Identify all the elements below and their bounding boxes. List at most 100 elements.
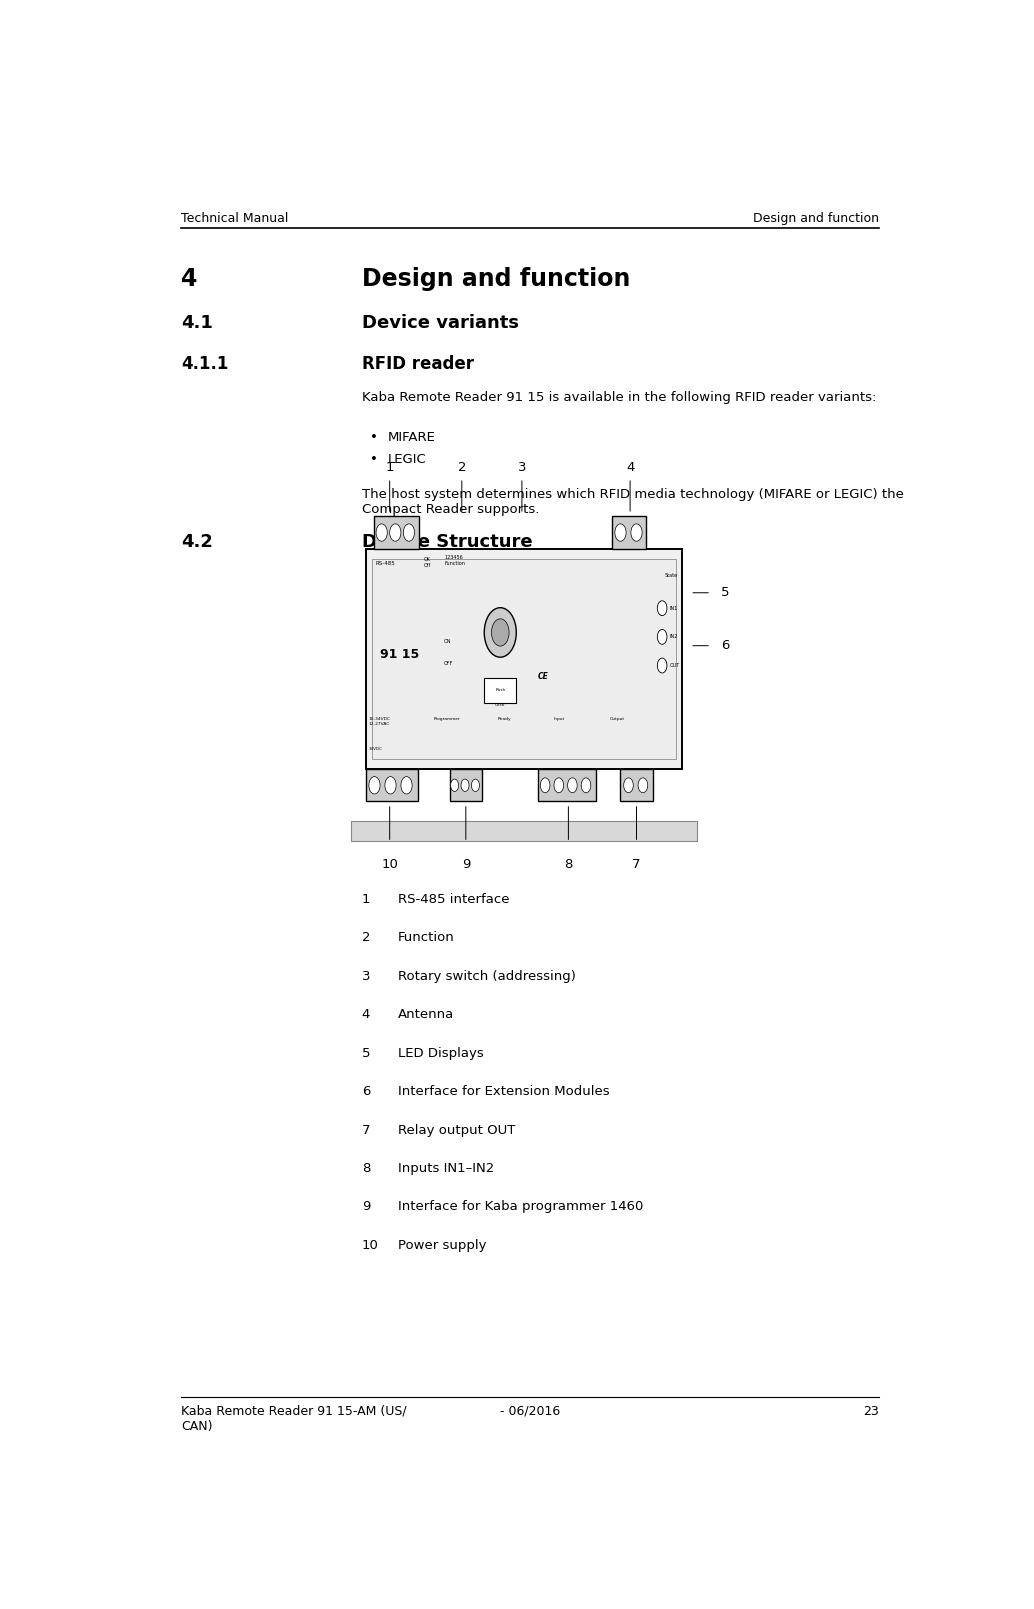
Text: 4.1: 4.1 bbox=[181, 314, 213, 333]
Text: 4: 4 bbox=[626, 462, 634, 475]
Circle shape bbox=[624, 777, 633, 793]
Bar bbox=[450, 769, 482, 801]
Text: 1: 1 bbox=[362, 893, 370, 906]
Text: Design and function: Design and function bbox=[362, 267, 630, 291]
Text: Antenna: Antenna bbox=[398, 1009, 454, 1022]
Bar bbox=[373, 516, 420, 549]
Text: 9: 9 bbox=[461, 858, 470, 872]
Text: Interface for Kaba programmer 1460: Interface for Kaba programmer 1460 bbox=[398, 1200, 643, 1213]
Text: Device variants: Device variants bbox=[362, 314, 519, 333]
Text: Inputs IN1–IN2: Inputs IN1–IN2 bbox=[398, 1162, 494, 1175]
Circle shape bbox=[638, 777, 647, 793]
Text: 4: 4 bbox=[362, 1009, 370, 1022]
Text: 2: 2 bbox=[362, 932, 370, 944]
Text: 4.2: 4.2 bbox=[181, 533, 213, 550]
Text: 6: 6 bbox=[362, 1084, 370, 1097]
Text: 91 15: 91 15 bbox=[381, 648, 420, 661]
Text: LEGIC: LEGIC bbox=[388, 454, 426, 467]
Circle shape bbox=[491, 619, 509, 647]
Circle shape bbox=[385, 777, 396, 793]
Text: Function: Function bbox=[398, 932, 455, 944]
Circle shape bbox=[390, 525, 401, 541]
Text: OK
Off: OK Off bbox=[423, 557, 430, 568]
Text: 8: 8 bbox=[565, 858, 573, 872]
Text: 123456
Function: 123456 Function bbox=[445, 555, 465, 566]
Text: Click: Click bbox=[495, 703, 506, 706]
Bar bbox=[612, 516, 646, 549]
Circle shape bbox=[376, 525, 388, 541]
Text: 5: 5 bbox=[721, 586, 729, 599]
Circle shape bbox=[631, 525, 642, 541]
Text: 7: 7 bbox=[362, 1123, 370, 1136]
Text: 4.1.1: 4.1.1 bbox=[181, 356, 229, 373]
Text: OUT: OUT bbox=[669, 663, 679, 668]
Bar bbox=[620, 769, 652, 801]
Text: •: • bbox=[370, 431, 377, 444]
Text: MIFARE: MIFARE bbox=[388, 431, 435, 444]
Circle shape bbox=[581, 777, 590, 793]
Text: Input: Input bbox=[554, 718, 566, 721]
Text: 23: 23 bbox=[862, 1405, 879, 1418]
Text: 1: 1 bbox=[386, 462, 394, 475]
Circle shape bbox=[461, 779, 469, 792]
Text: 3: 3 bbox=[518, 462, 526, 475]
Circle shape bbox=[541, 777, 550, 793]
Text: Rotary switch (addressing): Rotary switch (addressing) bbox=[398, 970, 576, 983]
Bar bbox=[352, 821, 697, 842]
Text: LED Displays: LED Displays bbox=[398, 1047, 484, 1060]
Circle shape bbox=[568, 777, 577, 793]
Text: Technical Manual: Technical Manual bbox=[181, 212, 288, 225]
Text: RFID reader: RFID reader bbox=[362, 356, 474, 373]
Text: Relay output OUT: Relay output OUT bbox=[398, 1123, 515, 1136]
Text: 5: 5 bbox=[362, 1047, 370, 1060]
Circle shape bbox=[472, 779, 480, 792]
Text: 6: 6 bbox=[721, 639, 729, 652]
Text: 8: 8 bbox=[362, 1162, 370, 1175]
Text: CE: CE bbox=[538, 673, 549, 681]
Text: Output: Output bbox=[610, 718, 626, 721]
Text: Kaba Remote Reader 91 15-AM (US/
CAN): Kaba Remote Reader 91 15-AM (US/ CAN) bbox=[181, 1405, 407, 1432]
Text: Kaba Remote Reader 91 15 is available in the following RFID reader variants:: Kaba Remote Reader 91 15 is available in… bbox=[362, 391, 876, 404]
Text: - 06/2016: - 06/2016 bbox=[499, 1405, 560, 1418]
Text: 9: 9 bbox=[362, 1200, 370, 1213]
Text: 2: 2 bbox=[458, 462, 466, 475]
Circle shape bbox=[484, 608, 516, 656]
Circle shape bbox=[403, 525, 415, 541]
Text: 10: 10 bbox=[382, 858, 398, 872]
Circle shape bbox=[401, 777, 413, 793]
Circle shape bbox=[369, 777, 381, 793]
Circle shape bbox=[554, 777, 564, 793]
Circle shape bbox=[658, 600, 667, 616]
Text: 34VDC: 34VDC bbox=[369, 747, 383, 751]
Text: Device Structure: Device Structure bbox=[362, 533, 533, 550]
Text: •: • bbox=[370, 454, 377, 467]
Text: RS-485 interface: RS-485 interface bbox=[398, 893, 509, 906]
Text: IN2: IN2 bbox=[669, 634, 677, 639]
Circle shape bbox=[451, 779, 459, 792]
Circle shape bbox=[658, 629, 667, 644]
Text: 4: 4 bbox=[181, 267, 197, 291]
Bar bbox=[484, 679, 516, 703]
Text: IN1: IN1 bbox=[669, 605, 677, 611]
Text: Ready: Ready bbox=[498, 718, 512, 721]
Text: Power supply: Power supply bbox=[398, 1239, 486, 1252]
Text: Push: Push bbox=[495, 689, 506, 692]
Bar bbox=[372, 558, 676, 759]
Text: Interface for Extension Modules: Interface for Extension Modules bbox=[398, 1084, 609, 1097]
Text: RS-485: RS-485 bbox=[375, 562, 395, 566]
Text: State: State bbox=[665, 573, 678, 578]
Text: 10: 10 bbox=[362, 1239, 378, 1252]
Text: OFF: OFF bbox=[445, 661, 454, 666]
Bar bbox=[538, 769, 596, 801]
Text: 7: 7 bbox=[632, 858, 641, 872]
Bar bbox=[366, 769, 418, 801]
Text: Design and function: Design and function bbox=[753, 212, 879, 225]
Text: 10-34VDC
12-27VAC: 10-34VDC 12-27VAC bbox=[369, 718, 391, 726]
Text: Programmer: Programmer bbox=[434, 718, 460, 721]
Bar bbox=[366, 549, 682, 769]
Circle shape bbox=[658, 658, 667, 673]
Text: ON: ON bbox=[445, 639, 452, 644]
Text: 3: 3 bbox=[362, 970, 370, 983]
Circle shape bbox=[615, 525, 627, 541]
Text: The host system determines which RFID media technology (MIFARE or LEGIC) the
Com: The host system determines which RFID me… bbox=[362, 488, 904, 516]
